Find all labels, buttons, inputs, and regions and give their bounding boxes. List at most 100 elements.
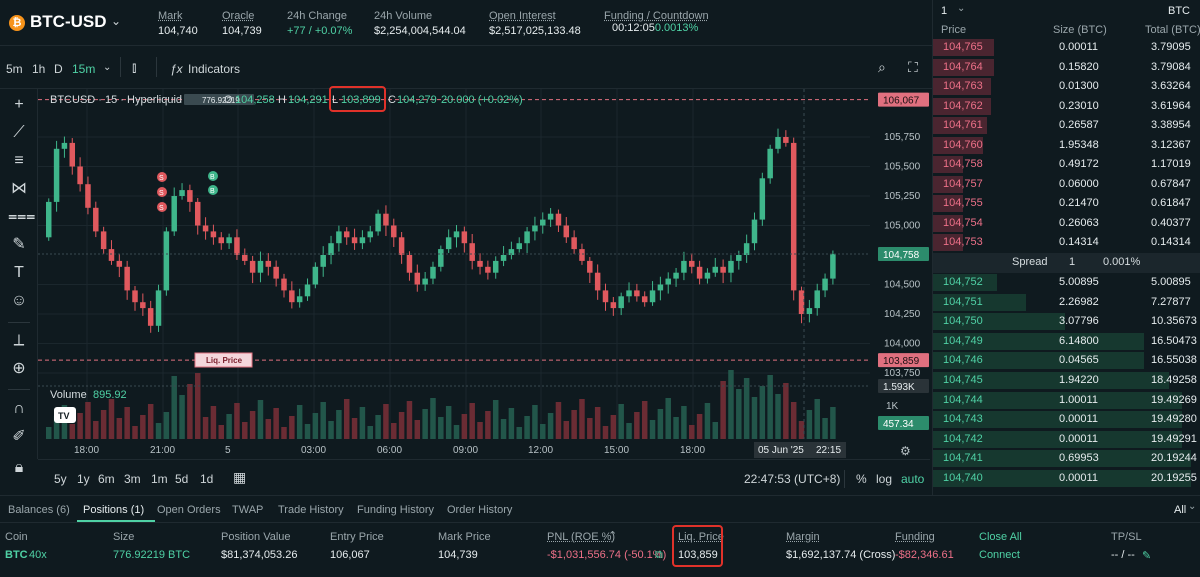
auto-scale-toggle[interactable]: auto (901, 472, 925, 486)
share-icon[interactable]: ⧉ (655, 549, 663, 561)
ruler-icon[interactable]: ⟂ (13, 332, 25, 349)
ask-total: 3.63264 (1151, 80, 1191, 92)
entry-price-badge-text: 106,067 (883, 96, 920, 107)
timeframe-bar: 5y 1y 6m 3m 1m 5d 1d ▦ 22:47:53 (UTC+8) % log … (38, 459, 930, 495)
trendline-icon[interactable]: ⟋ (13, 124, 25, 141)
connect-button[interactable]: Connect (979, 549, 1020, 561)
ob-group-select[interactable]: 1 (941, 5, 948, 17)
column-header-5[interactable]: PNL (ROE %) (547, 531, 616, 543)
timeframe-5y[interactable]: 5y (54, 472, 67, 486)
position-coin[interactable]: BTC (5, 549, 28, 561)
timeframe-1y[interactable]: 1y (77, 472, 90, 486)
pair-selector[interactable]: BTC-USD (30, 12, 107, 31)
ask-row[interactable]: 104,764 0.15820 3.79084 (933, 58, 1200, 78)
timeframe-3m[interactable]: 3m (124, 472, 141, 486)
ask-row[interactable]: 104,763 0.01300 3.63264 (933, 77, 1200, 97)
liq-price-label: Liq. Price (206, 356, 243, 365)
bid-row[interactable]: 104,750 3.07796 10.35673 (933, 312, 1200, 332)
bid-row[interactable]: 104,742 0.00011 19.49291 (933, 430, 1200, 450)
horizontal-lines-icon[interactable]: ≡ (14, 152, 24, 169)
legend-h: 104,291 (288, 94, 328, 106)
clock-display[interactable]: 22:47:53 (UTC+8) (744, 472, 841, 486)
volume-bar (641, 401, 648, 439)
candlestick-chart[interactable]: 105,750 105,500 105,250 105,000 104,500 104,2… (38, 89, 930, 459)
chevron-down-icon[interactable]: ⌄ (111, 14, 122, 28)
chevron-down-icon[interactable]: ⌄ (957, 3, 966, 14)
fib-icon[interactable]: ⩶ (8, 208, 36, 225)
ask-row[interactable]: 104,765 0.00011 3.79095 (933, 38, 1200, 58)
ask-row[interactable]: 104,755 0.21470 0.61847 (933, 194, 1200, 214)
timeframe-1d[interactable]: 1d (200, 472, 214, 486)
tab-6[interactable]: Order History (447, 504, 513, 516)
timeframe-5d[interactable]: 5d (175, 472, 189, 486)
search-icon[interactable]: ⌕ (878, 59, 886, 75)
lock-icon[interactable]: 🔒︎ (14, 459, 24, 476)
zoom-in-icon[interactable]: ⊕ (12, 360, 26, 377)
interval-d[interactable]: D (54, 62, 63, 76)
bid-row[interactable]: 104,745 1.94220 18.49258 (933, 371, 1200, 391)
ob-asset-select[interactable]: BTC (1168, 5, 1190, 17)
bid-row[interactable]: 104,751 2.26982 7.27877 (933, 293, 1200, 313)
bid-row[interactable]: 104,746 0.04565 16.55038 (933, 351, 1200, 371)
volume-bar (108, 399, 115, 439)
interval-15m[interactable]: 15m (72, 62, 96, 76)
ask-row[interactable]: 104,754 0.26063 0.40377 (933, 214, 1200, 234)
brush-icon[interactable]: ✎ (12, 236, 26, 253)
indicators-button[interactable]: Indicators (188, 62, 241, 76)
tab-3[interactable]: TWAP (232, 504, 264, 516)
bid-row[interactable]: 104,743 0.00011 19.49280 (933, 410, 1200, 430)
chevron-down-icon[interactable]: ⌄ (103, 62, 112, 73)
timeframe-6m[interactable]: 6m (98, 472, 115, 486)
pattern-icon[interactable]: ⋈ (11, 180, 27, 197)
bid-row[interactable]: 104,749 6.14800 16.50473 (933, 332, 1200, 352)
candle-body (383, 213, 389, 226)
tab-2[interactable]: Open Orders (157, 504, 221, 516)
bid-row[interactable]: 104,744 1.00011 19.49269 (933, 391, 1200, 411)
ask-row[interactable]: 104,753 0.14314 0.14314 (933, 233, 1200, 253)
ob-header-size: Size (BTC) (1053, 24, 1107, 36)
pencil-lock-icon[interactable]: ✐ (12, 428, 26, 445)
position-funding: -$82,346.61 (895, 549, 954, 561)
tab-4[interactable]: Trade History (278, 504, 344, 516)
percent-scale-toggle[interactable]: % (856, 472, 867, 486)
bid-row[interactable]: 104,752 5.00895 5.00895 (933, 273, 1200, 293)
log-scale-toggle[interactable]: log (876, 472, 893, 486)
stat-3: 24h Volume $2,254,004,544.04 (374, 10, 466, 37)
interval-1h[interactable]: 1h (32, 62, 46, 76)
ask-row[interactable]: 104,761 0.26587 3.38954 (933, 116, 1200, 136)
chevron-down-icon[interactable]: ⌄ (1188, 501, 1197, 512)
text-icon[interactable]: T (14, 264, 24, 281)
ask-row[interactable]: 104,757 0.06000 0.67847 (933, 175, 1200, 195)
indicator-fx-icon[interactable]: ƒx (170, 62, 183, 76)
candles-icon[interactable]: ⫾ (132, 59, 137, 75)
stat-value: $2,517,025,133.48 (489, 25, 581, 37)
ask-total: 3.79084 (1151, 60, 1191, 73)
tab-5[interactable]: Funding History (357, 504, 435, 516)
ask-row[interactable]: 104,762 0.23010 3.61964 (933, 97, 1200, 117)
ask-row[interactable]: 104,760 1.95348 3.12367 (933, 136, 1200, 156)
ask-size: 0.21470 (1059, 197, 1099, 209)
legend-l-label: L (332, 94, 338, 106)
tab-1[interactable]: Positions (1) (83, 504, 145, 516)
fullscreen-icon[interactable]: ⛶ (908, 59, 918, 75)
bitcoin-icon: ₿ (9, 15, 25, 31)
bid-size: 5.00895 (1059, 276, 1099, 288)
bid-row[interactable]: 104,741 0.69953 20.19244 (933, 449, 1200, 469)
crosshair-icon[interactable]: + (14, 96, 24, 113)
tab-0[interactable]: Balances (6) (8, 504, 70, 516)
timeframe-1m[interactable]: 1m (151, 472, 168, 486)
ask-price: 104,758 (943, 158, 983, 170)
magnet-icon[interactable]: ∩ (13, 400, 25, 417)
bid-row[interactable]: 104,740 0.00011 20.19255 (933, 469, 1200, 489)
edit-icon[interactable]: ✎ (1142, 550, 1152, 562)
filter-select[interactable]: All (1174, 504, 1187, 516)
column-header-9[interactable]: Close All (979, 531, 1022, 543)
liq-price-badge (878, 353, 929, 368)
price-chart[interactable]: 105,750 105,500 105,250 105,000 104,500 104,2… (38, 89, 930, 459)
calendar-icon[interactable]: ▦ (233, 469, 247, 485)
emoji-icon[interactable]: ☺ (10, 292, 28, 309)
sort-chevron-icon[interactable]: ⌃ (608, 530, 618, 542)
interval-5m[interactable]: 5m (6, 62, 23, 76)
ask-row[interactable]: 104,758 0.49172 1.17019 (933, 155, 1200, 175)
position-mark: 104,739 (438, 549, 478, 561)
